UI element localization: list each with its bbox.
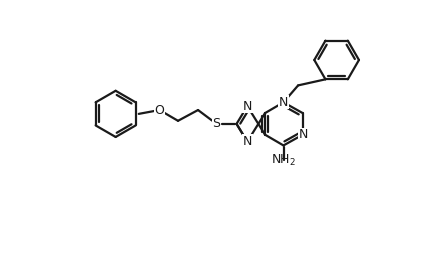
Text: NH$_2$: NH$_2$ bbox=[271, 153, 296, 168]
Text: S: S bbox=[212, 118, 220, 130]
Text: N: N bbox=[299, 128, 308, 141]
Text: O: O bbox=[155, 103, 164, 116]
Text: N: N bbox=[243, 100, 252, 113]
Text: N: N bbox=[243, 135, 252, 148]
Text: N: N bbox=[279, 96, 288, 109]
